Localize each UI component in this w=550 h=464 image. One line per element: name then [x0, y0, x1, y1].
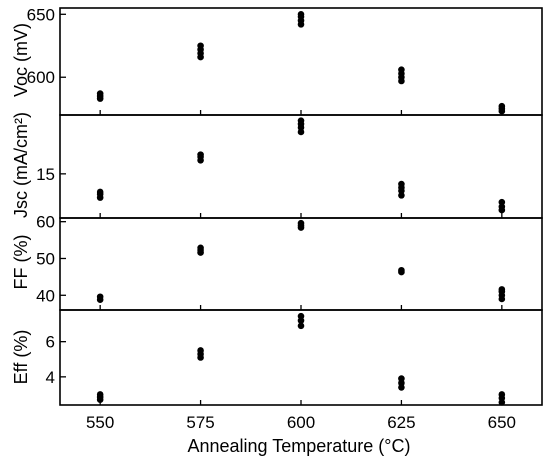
- eff-axis-title: Eff (%): [11, 330, 31, 385]
- x-tick-label: 650: [488, 413, 516, 432]
- eff-data-point: [297, 322, 305, 330]
- ff-y-tick-label: 50: [36, 249, 55, 268]
- voc-data-point: [498, 102, 506, 110]
- voc-y-tick-label: 600: [27, 68, 55, 87]
- jsc-y-tick-label: 15: [36, 165, 55, 184]
- x-tick-label: 600: [287, 413, 315, 432]
- ff-data-point: [498, 286, 506, 293]
- jsc-data-point: [297, 128, 305, 136]
- voc-axis-title: Voc (mV): [11, 23, 31, 97]
- panel-ff: 40 50 60: [36, 213, 543, 311]
- jsc-data-point: [398, 192, 405, 199]
- ff-y-tick-label: 60: [36, 213, 55, 232]
- ff-data-point: [197, 244, 204, 252]
- ff-data-point: [297, 219, 305, 227]
- ff-panel-frame: [59, 217, 543, 311]
- jsc-data-point: [498, 198, 506, 206]
- voc-data-point: [96, 90, 104, 97]
- eff-y-tick-label: 6: [46, 333, 55, 352]
- jsc-data-point: [398, 180, 405, 188]
- jsc-data-point: [197, 151, 204, 158]
- ff-y-tick-label: 40: [36, 286, 55, 305]
- eff-y-tick-label: 4: [46, 368, 55, 387]
- eff-data-point: [297, 312, 305, 320]
- panel-voc: 600 650: [27, 5, 543, 116]
- panel-eff: 46: [46, 309, 543, 406]
- x-axis: 550 575 600 625 650: [86, 413, 516, 432]
- eff-data-point: [96, 391, 104, 398]
- eff-data-point: [197, 347, 204, 354]
- jsc-axis-title: Jsc (mA/cm²): [11, 112, 31, 218]
- voc-y-tick-label: 650: [27, 5, 55, 24]
- x-tick-label: 550: [86, 413, 114, 432]
- panel-jsc: 15: [36, 114, 543, 219]
- eff-data-point: [498, 391, 506, 398]
- jsc-data-point: [96, 188, 104, 196]
- ff-data-point: [96, 293, 104, 301]
- ff-data-point: [398, 266, 405, 274]
- eff-data-point: [398, 375, 405, 382]
- x-tick-label: 575: [186, 413, 214, 432]
- voc-data-point: [297, 10, 305, 18]
- voc-data-point: [398, 66, 405, 73]
- x-tick-label: 625: [387, 413, 415, 432]
- jsc-data-point: [498, 203, 506, 210]
- jsc-data-point: [297, 117, 305, 124]
- ff-axis-title: FF (%): [11, 235, 31, 290]
- x-axis-title: Annealing Temperature (°C): [188, 436, 411, 456]
- voc-data-point: [197, 42, 204, 50]
